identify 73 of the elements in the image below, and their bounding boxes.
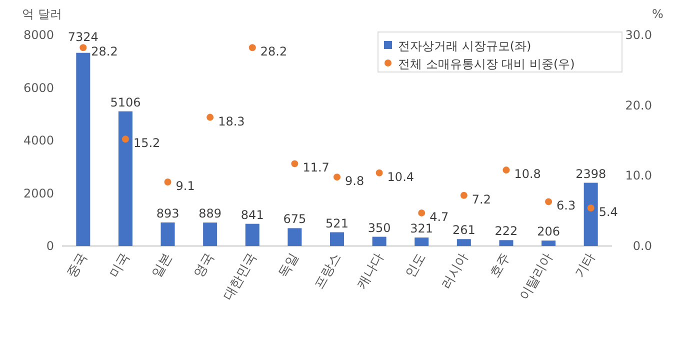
bar [288,228,302,246]
data-label: 206 [537,224,560,239]
y2-tick-label: 10.0 [625,168,652,183]
x-tick-label: 기타 [572,250,598,281]
data-label: 11.7 [302,160,330,175]
data-label: 261 [452,223,476,238]
legend-label: 전체 소매유통시장 대비 비중(우) [398,57,575,71]
bar [203,222,218,246]
bar [245,224,260,246]
bar [160,222,175,246]
point [164,178,172,186]
data-label: 15.2 [133,136,160,150]
y2-tick-label: 20.0 [625,98,652,112]
data-label: 4.7 [430,210,449,224]
bar [414,238,429,246]
data-label: 321 [410,222,434,236]
bar [542,240,556,246]
x-tick-label: 독일 [276,250,302,281]
point [122,136,129,143]
y2-tick-label: 0.0 [632,239,652,253]
y2-axis-title: % [652,7,664,21]
y-tick-label: 2000 [23,186,54,200]
x-tick-label: 인도 [403,250,430,281]
data-label: 841 [240,208,264,222]
data-label: 9.8 [345,174,364,188]
point [545,198,552,206]
data-label: 18.3 [218,114,245,128]
data-label: 222 [494,224,518,238]
data-label: 2398 [576,166,606,181]
point [291,160,298,168]
data-label: 7.2 [472,192,492,206]
bar [76,52,90,246]
data-label: 675 [283,212,306,226]
data-label: 10.4 [387,170,414,184]
y2-tick-label: 30.0 [625,28,652,42]
data-label: 28.2 [91,44,118,59]
point [587,204,594,212]
y-tick-label: 6000 [23,80,54,95]
x-tick-label: 영국 [192,250,218,281]
y-tick-label: 0 [46,239,54,253]
bar [118,111,132,246]
point [334,174,340,181]
bar [372,236,386,246]
bar [330,232,344,246]
x-tick-label: 호주 [488,250,514,281]
data-label: 893 [156,206,180,220]
bar [584,182,598,246]
x-tick-label: 중국 [64,250,91,281]
data-label: 5.4 [598,205,618,220]
point [502,166,510,174]
x-tick-label: 일본 [149,250,176,281]
data-label: 889 [198,206,222,221]
x-tick-label: 미국 [106,250,133,281]
bar [456,239,471,246]
point [460,192,468,199]
point [80,44,87,52]
point [418,209,426,216]
data-label: 6.3 [556,198,576,213]
point [248,44,256,52]
data-label: 9.1 [176,178,195,193]
y-tick-label: 4000 [23,134,54,148]
y-tick-label: 8000 [23,28,54,42]
point [206,114,214,121]
data-label: 10.8 [514,167,541,182]
data-label: 5106 [110,95,141,110]
data-label: 28.2 [260,44,288,59]
legend-label: 전자상거래 시장규모(좌) [398,39,532,53]
y-axis-title: 억 달러 [22,7,62,21]
data-label: 350 [368,220,391,235]
data-label: 7324 [68,30,98,44]
bar [499,240,514,246]
point [376,169,383,176]
data-label: 521 [326,216,348,230]
